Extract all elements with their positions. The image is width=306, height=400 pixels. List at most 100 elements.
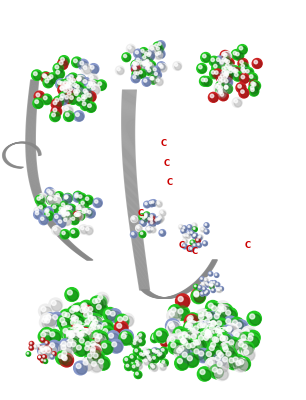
Circle shape: [150, 364, 156, 370]
Circle shape: [241, 90, 244, 93]
Circle shape: [52, 113, 60, 121]
Circle shape: [149, 202, 155, 206]
Circle shape: [106, 310, 110, 315]
Circle shape: [67, 333, 77, 343]
Circle shape: [72, 88, 82, 98]
Circle shape: [55, 65, 63, 73]
Circle shape: [203, 288, 204, 289]
Circle shape: [79, 200, 89, 209]
Circle shape: [77, 213, 84, 220]
Circle shape: [209, 330, 220, 341]
Circle shape: [76, 113, 84, 121]
Circle shape: [239, 342, 249, 353]
Circle shape: [145, 213, 150, 218]
Circle shape: [93, 198, 102, 208]
Circle shape: [215, 359, 229, 373]
Circle shape: [234, 320, 248, 334]
Circle shape: [216, 85, 226, 95]
Circle shape: [72, 315, 82, 326]
Circle shape: [143, 51, 152, 60]
Circle shape: [60, 230, 69, 239]
Circle shape: [77, 213, 80, 216]
Circle shape: [204, 78, 207, 82]
Circle shape: [73, 323, 86, 336]
Circle shape: [63, 329, 73, 339]
Circle shape: [61, 341, 66, 346]
Circle shape: [211, 326, 225, 340]
Circle shape: [214, 328, 219, 333]
Circle shape: [85, 304, 99, 318]
Circle shape: [150, 200, 157, 206]
Circle shape: [95, 298, 100, 303]
Circle shape: [62, 351, 73, 362]
Circle shape: [62, 86, 72, 97]
Circle shape: [55, 98, 59, 102]
Circle shape: [68, 94, 78, 104]
Circle shape: [182, 352, 193, 363]
Circle shape: [68, 338, 73, 343]
Circle shape: [85, 209, 92, 216]
Circle shape: [82, 95, 85, 98]
Circle shape: [100, 326, 114, 340]
Circle shape: [241, 90, 248, 98]
Circle shape: [171, 343, 182, 354]
Circle shape: [178, 336, 192, 350]
Circle shape: [92, 334, 106, 348]
Circle shape: [242, 344, 247, 349]
Circle shape: [194, 292, 205, 303]
Circle shape: [146, 66, 149, 69]
Circle shape: [155, 216, 162, 223]
Circle shape: [198, 329, 212, 343]
Circle shape: [59, 61, 67, 69]
Circle shape: [85, 346, 90, 350]
Circle shape: [233, 70, 241, 77]
Circle shape: [201, 52, 211, 62]
Circle shape: [109, 333, 114, 338]
Circle shape: [58, 80, 69, 90]
Circle shape: [169, 311, 174, 316]
Circle shape: [182, 334, 193, 344]
Circle shape: [65, 95, 69, 99]
Circle shape: [74, 328, 79, 332]
Circle shape: [213, 367, 223, 378]
Circle shape: [232, 98, 242, 107]
Text: C: C: [164, 160, 170, 168]
Circle shape: [83, 360, 88, 365]
Circle shape: [73, 303, 86, 317]
Circle shape: [151, 355, 159, 363]
Circle shape: [144, 62, 147, 66]
Circle shape: [151, 222, 153, 224]
Circle shape: [201, 293, 204, 296]
Circle shape: [215, 366, 229, 381]
Circle shape: [62, 232, 69, 238]
Circle shape: [224, 59, 232, 66]
Circle shape: [185, 353, 199, 368]
Circle shape: [196, 239, 198, 240]
Circle shape: [145, 61, 152, 67]
Circle shape: [98, 295, 103, 300]
Circle shape: [33, 98, 43, 108]
Circle shape: [65, 195, 68, 198]
Circle shape: [78, 59, 88, 70]
Circle shape: [211, 311, 226, 325]
Circle shape: [58, 220, 62, 223]
Circle shape: [240, 342, 254, 356]
Circle shape: [88, 94, 95, 102]
Circle shape: [253, 83, 260, 90]
Circle shape: [46, 347, 47, 348]
Circle shape: [87, 84, 91, 88]
Circle shape: [65, 113, 69, 116]
Circle shape: [75, 75, 85, 86]
Circle shape: [84, 95, 87, 99]
Circle shape: [91, 346, 101, 357]
Circle shape: [69, 206, 72, 210]
Circle shape: [90, 76, 98, 84]
Circle shape: [45, 330, 50, 335]
Circle shape: [73, 316, 78, 321]
Circle shape: [217, 78, 227, 88]
Circle shape: [221, 344, 235, 358]
Circle shape: [89, 326, 99, 337]
Circle shape: [143, 61, 146, 64]
Circle shape: [63, 213, 66, 216]
Circle shape: [136, 51, 142, 58]
